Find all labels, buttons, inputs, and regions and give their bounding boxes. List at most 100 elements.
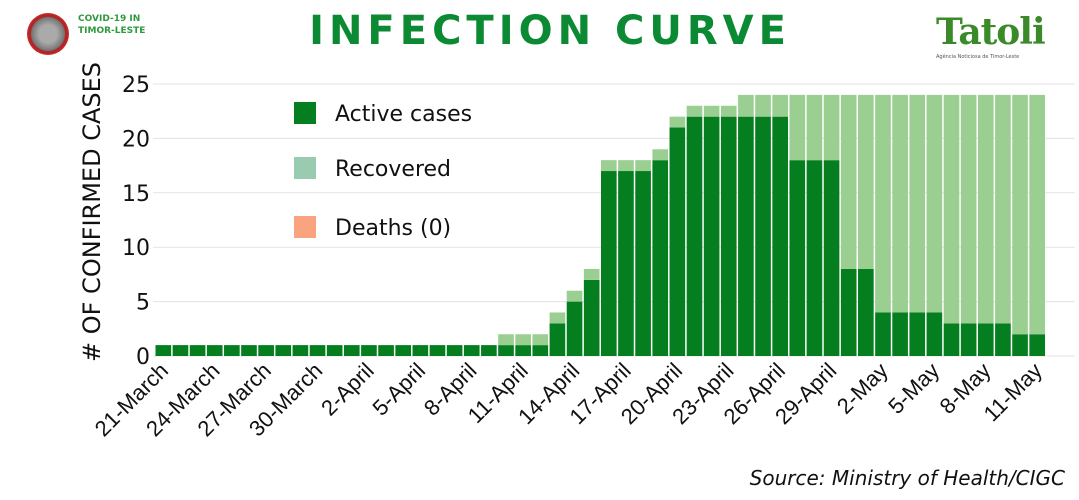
bar-recovered (960, 94, 977, 324)
bar-active-cases (463, 345, 480, 356)
source-note: Source: Ministry of Health/CIGC (749, 466, 1065, 490)
bar-active-cases (943, 323, 960, 356)
legend-label: Active cases (335, 102, 472, 127)
bar-recovered (926, 94, 943, 313)
bar-recovered (618, 160, 634, 172)
bar-recovered (823, 94, 840, 161)
x-tick-label: 2-April (316, 358, 379, 421)
bar-active-cases (977, 323, 994, 356)
bar-recovered (652, 149, 669, 161)
bar-recovered (566, 290, 583, 302)
tatoli-logo: Tatoli Agência Noticiosa de Timor-Leste (936, 11, 1046, 61)
bar-active-cases (635, 171, 651, 356)
x-tick-label: 11-May (979, 358, 1047, 426)
x-tick-label: 2-May (832, 358, 893, 419)
bar-recovered (977, 94, 994, 324)
bar-active-cases (875, 312, 891, 356)
bar-active-cases (224, 345, 240, 356)
bar-recovered (635, 160, 651, 172)
bar-active-cases (206, 345, 223, 356)
bar-active-cases (618, 171, 634, 356)
bar-recovered (738, 94, 754, 117)
bar-recovered (686, 105, 703, 117)
bar-active-cases (960, 323, 977, 356)
bar-recovered (1012, 94, 1028, 335)
bar-active-cases (515, 345, 531, 356)
bar-active-cases (258, 345, 274, 356)
y-tick-label: 20 (122, 127, 150, 152)
bar-active-cases (909, 312, 926, 356)
bar-active-cases (481, 345, 497, 356)
bar-active-cases (326, 345, 343, 356)
bar-active-cases (601, 171, 617, 356)
bar-active-cases (823, 160, 840, 356)
bar-recovered (669, 116, 686, 128)
virus-icon (27, 13, 69, 55)
x-tick-label: 5-May (883, 358, 944, 419)
chart-title: INFECTION CURVE (309, 8, 791, 54)
logo-tagline: Agência Noticiosa de Timor-Leste (936, 54, 1020, 60)
bar-active-cases (755, 116, 771, 356)
bar-active-cases (926, 312, 943, 356)
bar-recovered (789, 94, 806, 161)
y-tick-label: 0 (136, 345, 150, 370)
bar-active-cases (275, 345, 292, 356)
legend-swatch (294, 157, 316, 179)
bar-active-cases (172, 345, 189, 356)
bar-active-cases (686, 116, 703, 356)
bar-active-cases (566, 301, 583, 356)
bar-active-cases (532, 345, 549, 356)
legend-swatch (294, 102, 316, 124)
bar-active-cases (995, 323, 1011, 356)
bar-recovered (498, 334, 514, 346)
bar-active-cases (892, 312, 908, 356)
bar-recovered (703, 105, 720, 117)
bar-active-cases (429, 345, 446, 356)
legend-swatch (294, 216, 316, 238)
bar-active-cases (241, 345, 257, 356)
bar-active-cases (189, 345, 206, 356)
bar-recovered (909, 94, 926, 313)
bar-recovered (806, 94, 823, 161)
bar-active-cases (703, 116, 720, 356)
y-tick-label: 10 (122, 236, 150, 261)
bar-active-cases (412, 345, 429, 356)
bar-active-cases (1012, 334, 1028, 356)
logo-name: Tatoli (936, 11, 1046, 53)
bar-active-cases (395, 345, 412, 356)
legend-label: Deaths (0) (335, 216, 451, 241)
bar-active-cases (652, 160, 669, 356)
bar-recovered (892, 94, 908, 313)
bar-recovered (858, 94, 874, 269)
bar-active-cases (498, 345, 514, 356)
bar-active-cases (549, 323, 566, 356)
bar-recovered (772, 94, 788, 117)
bar-active-cases (840, 268, 857, 356)
bar-recovered (549, 312, 566, 324)
bar-recovered (532, 334, 549, 346)
bar-recovered (720, 105, 737, 117)
bar-active-cases (772, 116, 788, 356)
bar-active-cases (1029, 334, 1045, 356)
bar-recovered (840, 94, 857, 269)
y-tick-label: 25 (122, 73, 150, 98)
x-tick-label: 5-April (367, 358, 430, 421)
brand-label: COVID-19 IN TIMOR-LESTE (78, 14, 146, 36)
y-tick-label: 5 (136, 291, 150, 316)
bar-active-cases (446, 345, 463, 356)
bar-recovered (515, 334, 531, 346)
bar-active-cases (292, 345, 309, 356)
bar-recovered (755, 94, 771, 117)
bar-recovered (1029, 94, 1045, 335)
bar-active-cases (738, 116, 754, 356)
legend-label: Recovered (335, 157, 451, 182)
bar-active-cases (361, 345, 377, 356)
bar-recovered (995, 94, 1011, 324)
y-tick-label: 15 (122, 182, 150, 207)
bar-recovered (943, 94, 960, 324)
bar-active-cases (343, 345, 360, 356)
bar-active-cases (789, 160, 806, 356)
bar-active-cases (720, 116, 737, 356)
bar-active-cases (155, 345, 172, 356)
